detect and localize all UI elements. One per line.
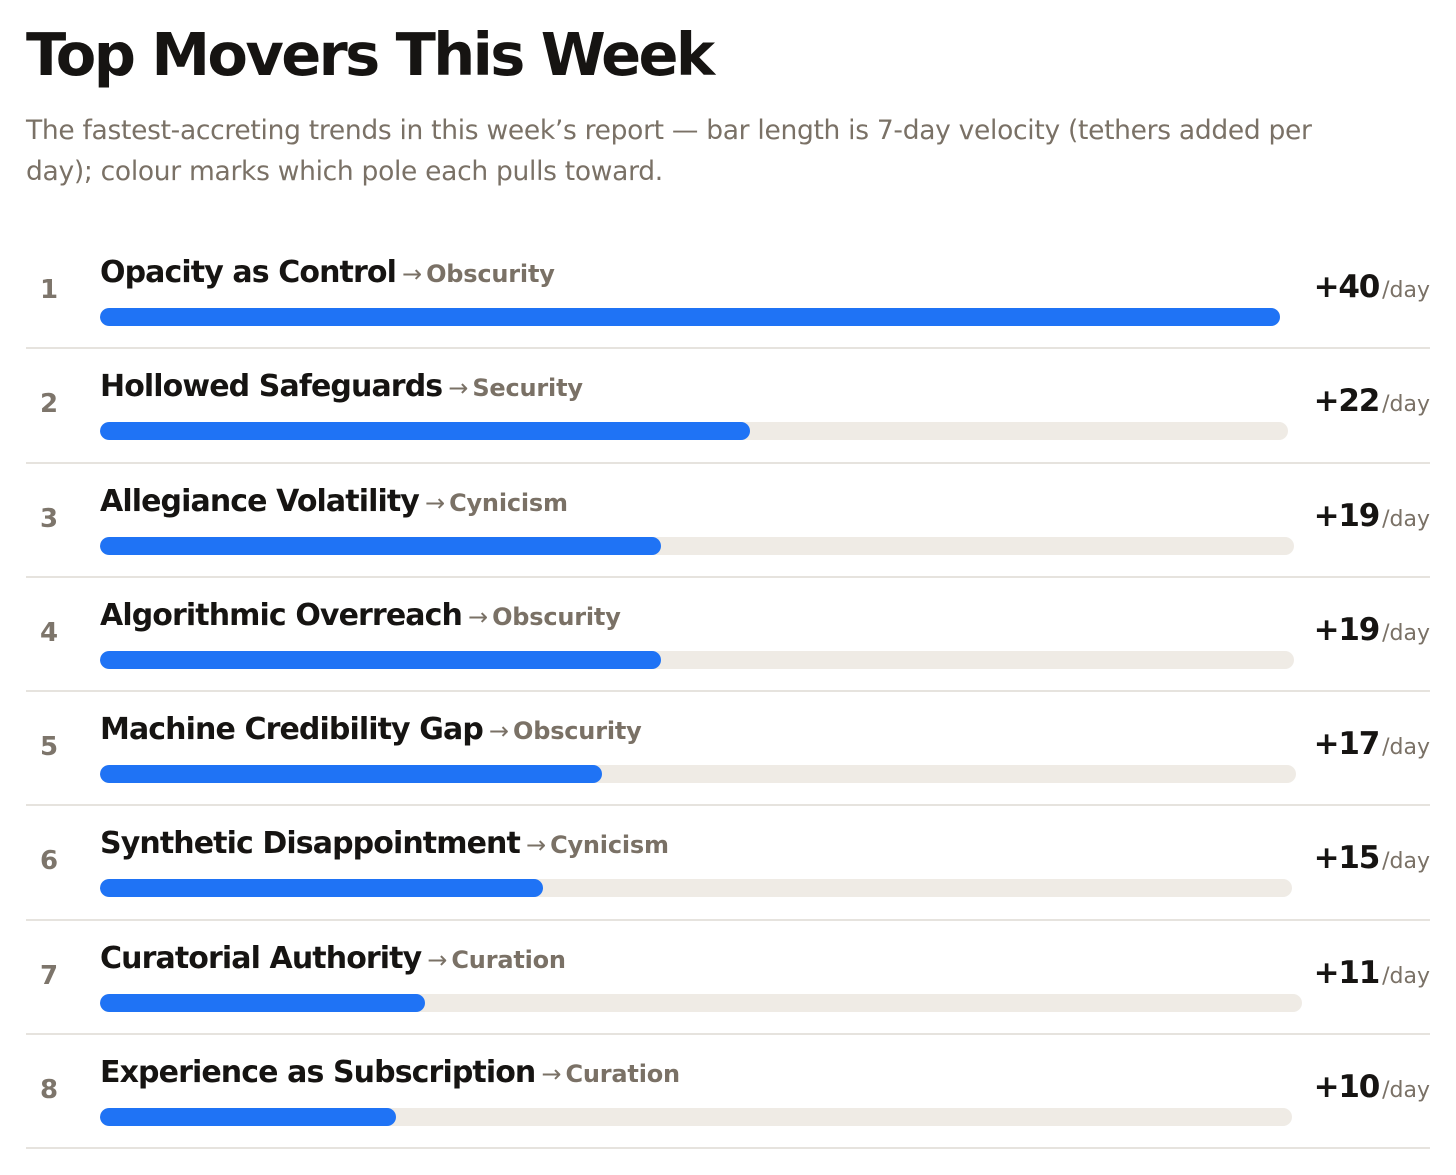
row-label: Hollowed Safeguards → Security (100, 369, 583, 404)
row-rank: 6 (40, 846, 59, 877)
row-label: Opacity as Control → Obscurity (100, 255, 555, 290)
velocity-unit: /day (1382, 278, 1430, 303)
velocity-bar (100, 650, 661, 669)
arrow-right-icon: → (467, 602, 489, 631)
trend-name: Allegiance Volatility (100, 483, 420, 519)
velocity-bar (100, 536, 661, 555)
arrow-right-icon: → (448, 374, 469, 403)
velocity-bar-track (100, 650, 1294, 669)
mover-row: 3 Allegiance Volatility → Cynicism +19/day (26, 464, 1430, 578)
trend-name: Opacity as Control (100, 255, 397, 290)
trend-pole: Obscurity (426, 260, 555, 288)
row-rank: 4 (40, 617, 59, 648)
velocity-value: +22/day (1314, 383, 1430, 419)
row-rank: 7 (40, 960, 59, 991)
velocity-value: +19/day (1314, 612, 1430, 648)
row-label: Experience as Subscription → Curation (100, 1055, 680, 1090)
velocity-bar (100, 993, 425, 1012)
velocity-value: +11/day (1314, 955, 1430, 991)
velocity-bar-track (100, 765, 1296, 784)
velocity-bar-track (100, 993, 1302, 1012)
top-movers-panel: Top Movers This Week The fastest-accreti… (26, 0, 1430, 1150)
velocity-unit: /day (1382, 392, 1430, 418)
velocity-bar-track (100, 308, 1280, 326)
velocity-unit: /day (1382, 620, 1430, 646)
velocity-number: +19 (1313, 497, 1381, 534)
velocity-unit: /day (1382, 963, 1430, 989)
movers-list: 1 Opacity as Control → Obscurity +40/day 2 Hol… (26, 235, 1430, 1150)
velocity-number: +11 (1313, 954, 1381, 991)
velocity-bar (100, 308, 1280, 326)
velocity-number: +40 (1313, 269, 1381, 305)
arrow-right-icon: → (541, 1060, 562, 1089)
velocity-value: +19/day (1314, 498, 1430, 534)
arrow-right-icon: → (424, 488, 446, 517)
mover-row: 2 Hollowed Safeguards → Security +22/day (26, 349, 1430, 464)
trend-name: Experience as Subscription (100, 1055, 536, 1091)
velocity-number: +22 (1313, 383, 1381, 420)
row-rank: 3 (40, 503, 59, 534)
velocity-unit: /day (1382, 506, 1430, 532)
mover-row: 1 Opacity as Control → Obscurity +40/day (26, 235, 1430, 350)
trend-name: Hollowed Safeguards (100, 369, 443, 405)
trend-pole: Security (472, 374, 583, 403)
arrow-right-icon: → (427, 945, 448, 974)
velocity-value: +15/day (1314, 840, 1430, 876)
page-title: Top Movers This Week (26, 20, 715, 89)
velocity-number: +15 (1313, 840, 1381, 877)
mover-row: 5 Machine Credibility Gap → Obscurity +17/da… (26, 692, 1430, 807)
velocity-bar-track (100, 422, 1288, 441)
velocity-number: +17 (1313, 726, 1381, 763)
velocity-number: +19 (1313, 611, 1381, 648)
trend-pole: Cynicism (550, 831, 669, 860)
arrow-right-icon: → (488, 717, 510, 746)
velocity-unit: /day (1382, 1078, 1430, 1104)
trend-pole: Curation (451, 945, 566, 974)
row-label: Algorithmic Overreach → Obscurity (100, 598, 621, 633)
trend-name: Curatorial Authority (100, 940, 422, 976)
row-label: Curatorial Authority → Curation (100, 941, 566, 976)
velocity-bar (100, 765, 602, 784)
row-label: Synthetic Disappointment → Cynicism (100, 826, 669, 861)
trend-pole: Obscurity (492, 602, 621, 631)
row-label: Machine Credibility Gap → Obscurity (100, 712, 642, 747)
trend-name: Machine Credibility Gap (100, 712, 484, 748)
velocity-value: +40/day (1314, 269, 1430, 305)
velocity-value: +10/day (1314, 1069, 1430, 1105)
row-rank: 1 (40, 275, 59, 305)
mover-row: 6 Synthetic Disappointment → Cynicism +15/da… (26, 806, 1430, 921)
row-label: Allegiance Volatility → Cynicism (100, 484, 568, 519)
trend-name: Synthetic Disappointment (100, 826, 521, 862)
velocity-bar-track (100, 536, 1294, 555)
velocity-number: +10 (1313, 1069, 1381, 1106)
trend-name: Algorithmic Overreach (100, 597, 463, 633)
row-rank: 2 (40, 389, 59, 420)
arrow-right-icon: → (525, 831, 547, 860)
velocity-bar (100, 422, 750, 441)
trend-pole: Curation (565, 1060, 681, 1089)
velocity-unit: /day (1382, 849, 1430, 875)
velocity-bar (100, 879, 543, 898)
arrow-right-icon: → (402, 260, 423, 288)
velocity-bar-track (100, 1108, 1292, 1127)
mover-row: 7 Curatorial Authority → Curation +11/day (26, 921, 1430, 1036)
velocity-value: +17/day (1314, 726, 1430, 762)
mover-row: 8 Experience as Subscription → Curation +10/… (26, 1035, 1430, 1150)
row-rank: 5 (40, 732, 59, 763)
row-rank: 8 (40, 1075, 59, 1106)
velocity-unit: /day (1382, 735, 1430, 761)
page-subtitle: The fastest-accreting trends in this wee… (26, 115, 1312, 187)
trend-pole: Obscurity (513, 717, 642, 746)
trend-pole: Cynicism (449, 488, 568, 517)
mover-row: 4 Algorithmic Overreach → Obscurity +19/day (26, 578, 1430, 693)
velocity-bar (100, 1108, 396, 1127)
velocity-bar-track (100, 879, 1292, 898)
